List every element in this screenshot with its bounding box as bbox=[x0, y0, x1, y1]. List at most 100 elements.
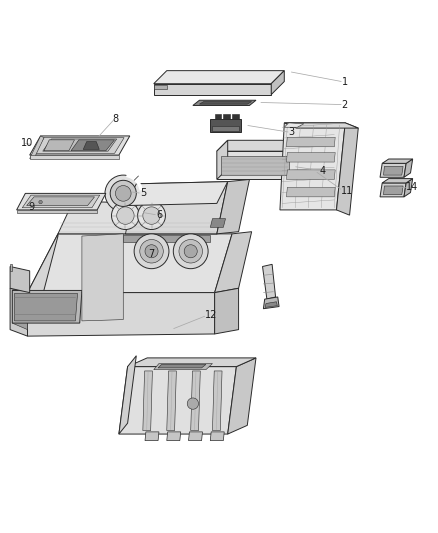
Text: 2: 2 bbox=[342, 100, 348, 110]
Polygon shape bbox=[71, 140, 115, 151]
Polygon shape bbox=[210, 118, 241, 132]
Polygon shape bbox=[154, 84, 271, 94]
Polygon shape bbox=[167, 432, 181, 441]
Polygon shape bbox=[44, 140, 74, 151]
Circle shape bbox=[112, 201, 139, 230]
Polygon shape bbox=[221, 156, 289, 175]
Polygon shape bbox=[215, 288, 239, 334]
Text: 5: 5 bbox=[140, 188, 146, 198]
Text: 12: 12 bbox=[205, 310, 217, 320]
Circle shape bbox=[39, 200, 42, 204]
Polygon shape bbox=[30, 155, 119, 158]
Text: 7: 7 bbox=[148, 249, 155, 260]
Circle shape bbox=[117, 207, 134, 224]
Polygon shape bbox=[286, 137, 335, 147]
Polygon shape bbox=[217, 151, 293, 180]
Text: 9: 9 bbox=[28, 202, 35, 212]
Polygon shape bbox=[83, 142, 99, 149]
Polygon shape bbox=[82, 234, 123, 321]
Polygon shape bbox=[271, 71, 284, 94]
Polygon shape bbox=[28, 234, 58, 295]
Polygon shape bbox=[265, 302, 277, 308]
Circle shape bbox=[110, 180, 136, 206]
Polygon shape bbox=[158, 365, 206, 368]
Circle shape bbox=[187, 398, 198, 409]
Polygon shape bbox=[10, 264, 12, 271]
Polygon shape bbox=[380, 183, 406, 197]
Polygon shape bbox=[384, 166, 403, 175]
Polygon shape bbox=[210, 432, 224, 441]
Polygon shape bbox=[284, 123, 358, 128]
Polygon shape bbox=[27, 197, 95, 206]
Polygon shape bbox=[167, 371, 177, 431]
Text: 10: 10 bbox=[21, 139, 33, 148]
Polygon shape bbox=[10, 266, 30, 293]
Circle shape bbox=[184, 245, 197, 258]
Polygon shape bbox=[404, 159, 413, 177]
Polygon shape bbox=[193, 100, 256, 106]
Text: 3: 3 bbox=[289, 127, 295, 138]
Text: 14: 14 bbox=[406, 182, 418, 192]
Polygon shape bbox=[382, 159, 413, 163]
Polygon shape bbox=[223, 114, 230, 118]
Circle shape bbox=[116, 185, 131, 201]
Polygon shape bbox=[17, 193, 106, 210]
Circle shape bbox=[145, 245, 158, 258]
Polygon shape bbox=[125, 182, 228, 206]
Text: 4: 4 bbox=[320, 166, 326, 176]
Polygon shape bbox=[58, 201, 232, 234]
Polygon shape bbox=[380, 163, 406, 177]
Circle shape bbox=[179, 239, 202, 263]
Polygon shape bbox=[28, 293, 215, 336]
Polygon shape bbox=[28, 234, 232, 293]
Polygon shape bbox=[119, 356, 136, 434]
Polygon shape bbox=[384, 186, 403, 195]
Polygon shape bbox=[217, 140, 304, 151]
Circle shape bbox=[105, 175, 141, 212]
Polygon shape bbox=[125, 182, 228, 234]
Text: 8: 8 bbox=[113, 114, 119, 124]
Polygon shape bbox=[154, 71, 284, 84]
Polygon shape bbox=[280, 123, 345, 210]
Polygon shape bbox=[215, 114, 221, 118]
Polygon shape bbox=[286, 152, 335, 162]
Polygon shape bbox=[34, 138, 124, 154]
Polygon shape bbox=[119, 367, 237, 434]
Circle shape bbox=[173, 234, 208, 269]
Polygon shape bbox=[154, 364, 212, 370]
Polygon shape bbox=[262, 264, 276, 299]
Polygon shape bbox=[127, 358, 256, 367]
Polygon shape bbox=[30, 136, 130, 155]
Polygon shape bbox=[293, 140, 304, 180]
Text: 6: 6 bbox=[156, 210, 162, 220]
Polygon shape bbox=[17, 210, 97, 213]
Polygon shape bbox=[188, 432, 202, 441]
Polygon shape bbox=[12, 290, 28, 329]
Polygon shape bbox=[191, 371, 200, 431]
Polygon shape bbox=[212, 126, 239, 131]
Polygon shape bbox=[232, 114, 239, 118]
Circle shape bbox=[138, 201, 166, 230]
Polygon shape bbox=[123, 235, 210, 241]
Polygon shape bbox=[199, 102, 252, 104]
Polygon shape bbox=[286, 170, 335, 180]
Polygon shape bbox=[22, 195, 100, 208]
Polygon shape bbox=[215, 232, 252, 293]
Polygon shape bbox=[154, 85, 167, 89]
Polygon shape bbox=[263, 297, 279, 309]
Circle shape bbox=[140, 239, 163, 263]
Polygon shape bbox=[43, 139, 117, 151]
Text: 1: 1 bbox=[342, 77, 348, 87]
Polygon shape bbox=[382, 179, 413, 183]
Polygon shape bbox=[404, 179, 413, 197]
Polygon shape bbox=[286, 187, 335, 197]
Circle shape bbox=[143, 207, 160, 224]
Polygon shape bbox=[30, 136, 44, 158]
Polygon shape bbox=[212, 371, 222, 431]
Polygon shape bbox=[228, 358, 256, 434]
Polygon shape bbox=[336, 123, 358, 215]
Polygon shape bbox=[145, 432, 159, 441]
Polygon shape bbox=[217, 140, 228, 180]
Polygon shape bbox=[143, 371, 152, 431]
Polygon shape bbox=[12, 290, 82, 323]
